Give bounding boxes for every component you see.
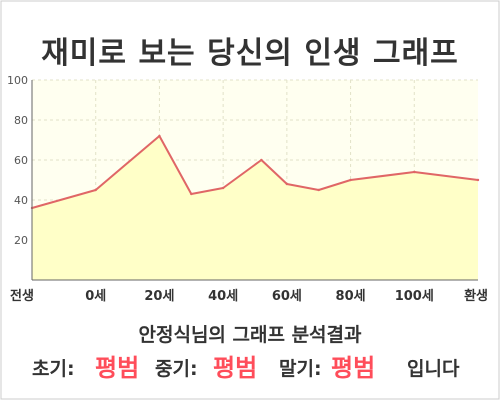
early-stage-label: 초기: (32, 358, 75, 380)
y-tick-label-40: 40 (14, 194, 28, 207)
y-tick-label-20: 20 (14, 234, 28, 247)
x-tick-label-5: 80세 (336, 289, 366, 304)
x-tick-label-0: 전생 (10, 288, 34, 304)
data-point-8 (349, 178, 352, 182)
x-tick-label-2: 20세 (144, 289, 174, 304)
area-fill (32, 136, 478, 280)
result-caption: 안정식님의 그래프 분석결과 (138, 324, 362, 346)
x-tick-label-1: 0세 (85, 289, 106, 304)
suffix-text: 입니다 (407, 358, 460, 380)
data-point-4 (221, 186, 225, 190)
x-tick-label-6: 100세 (395, 289, 434, 304)
page-title: 재미로 보는 당신의 인생 그래프 (41, 36, 459, 71)
x-tick-label-4: 60세 (272, 289, 302, 304)
middle-stage-value: 평범 (213, 354, 258, 382)
data-point-1 (94, 188, 97, 192)
x-tick-label-3: 40세 (208, 289, 238, 304)
data-point-2 (158, 134, 161, 138)
data-point-6 (285, 182, 289, 186)
early-stage-value: 평범 (95, 354, 140, 382)
y-tick-label-60: 60 (14, 154, 28, 167)
data-point-5 (260, 158, 263, 162)
stage-summary: 초기: 평범 중기: 평범 말기: 평범 입니다 (0, 346, 500, 382)
late-stage-label: 말기: (279, 358, 322, 380)
data-point-3 (190, 192, 193, 196)
middle-stage-label: 중기: (155, 358, 198, 380)
data-point-7 (317, 188, 320, 192)
y-tick-label-80: 80 (14, 114, 28, 127)
x-tick-label-7: 환생 (464, 288, 488, 304)
life-graph-chart: 20 40 60 80 100 전생 0세 20세 40세 60세 80세 100세 환생 (7, 74, 488, 304)
data-point-10 (476, 178, 480, 182)
data-point-9 (413, 170, 416, 174)
late-stage-value: 평범 (331, 354, 376, 382)
y-tick-label-100: 100 (7, 74, 28, 87)
